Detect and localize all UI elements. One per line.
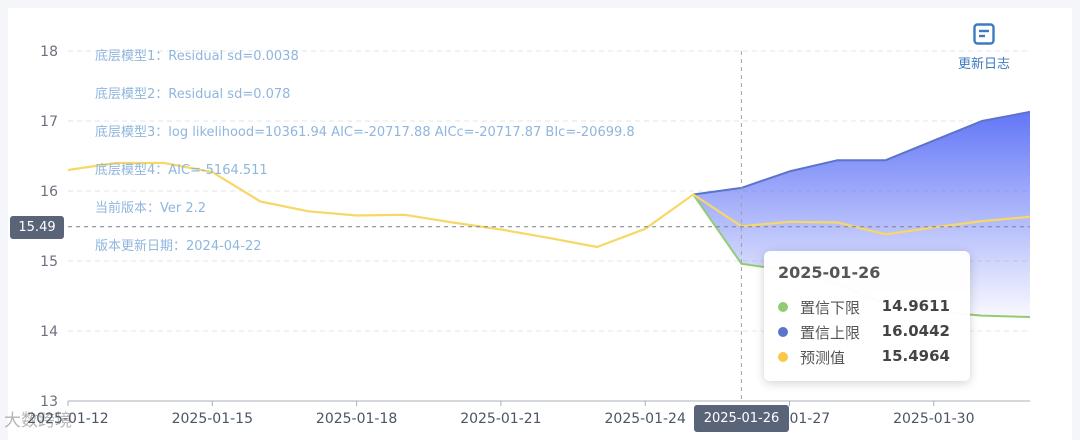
tooltip-dot-lower (778, 302, 788, 312)
annotation-model-2: 底层模型2：Residual sd=0.078 (95, 87, 291, 102)
x-tick-label: 2025-01-24 (605, 411, 686, 427)
tooltip-value-forecast: 15.4964 (881, 347, 950, 365)
annotation-model-1: 底层模型1：Residual sd=0.0038 (95, 49, 299, 64)
tooltip-row-lower: 置信下限 14.9611 (778, 296, 960, 318)
y-tick-label: 18 (40, 44, 58, 60)
annotation-version: 当前版本：Ver 2.2 (95, 201, 207, 216)
watermark: 大数跨境 (4, 411, 72, 431)
x-tick-label: 2025-01-15 (172, 411, 253, 427)
y-tick-label: 17 (40, 114, 58, 130)
tooltip-dot-forecast (778, 352, 788, 362)
tooltip-name-lower: 置信下限 (800, 299, 861, 317)
annotation-model-3: 底层模型3：log likelihood=10361.94 AIC=-20717… (95, 125, 635, 140)
annotation-model-4: 底层模型4：AIC=-5164.511 (95, 163, 268, 178)
y-tick-label: 15 (40, 254, 58, 270)
tooltip-name-upper: 置信上限 (800, 324, 861, 342)
tooltip-row-forecast: 预测值 15.4964 (778, 346, 960, 368)
tooltip-name-forecast: 预测值 (800, 349, 846, 367)
tooltip-value-upper: 16.0442 (881, 322, 950, 340)
series-line-forecast (67, 161, 1031, 249)
changelog-button[interactable]: 更新日志 (948, 22, 1020, 72)
tooltip-row-upper: 置信上限 16.0442 (778, 321, 960, 343)
x-tick-label: 2025-01-18 (316, 411, 397, 427)
x-tick-label: 2025-01-21 (460, 411, 541, 427)
document-icon (973, 23, 995, 45)
crosshair-y-label: 15.49 (10, 216, 64, 239)
series-line-upper (693, 110, 1031, 196)
y-tick-label: 13 (40, 394, 58, 410)
tooltip-title: 2025-01-26 (778, 263, 881, 282)
x-tick-label: 2025-01-12 (27, 411, 108, 427)
y-tick-label: 16 (40, 184, 58, 200)
tooltip-dot-upper (778, 327, 788, 337)
x-tick-label: 2025-01-30 (893, 411, 974, 427)
tooltip: 2025-01-26 置信下限 14.9611 置信上限 16.0442 预测值… (764, 251, 970, 381)
annotation-update-date: 版本更新日期：2024-04-22 (95, 239, 262, 254)
y-tick-label: 14 (40, 324, 58, 340)
changelog-label: 更新日志 (957, 57, 1010, 72)
tooltip-value-lower: 14.9611 (881, 297, 950, 315)
crosshair-x-label: 2025-01-26 (694, 405, 789, 432)
